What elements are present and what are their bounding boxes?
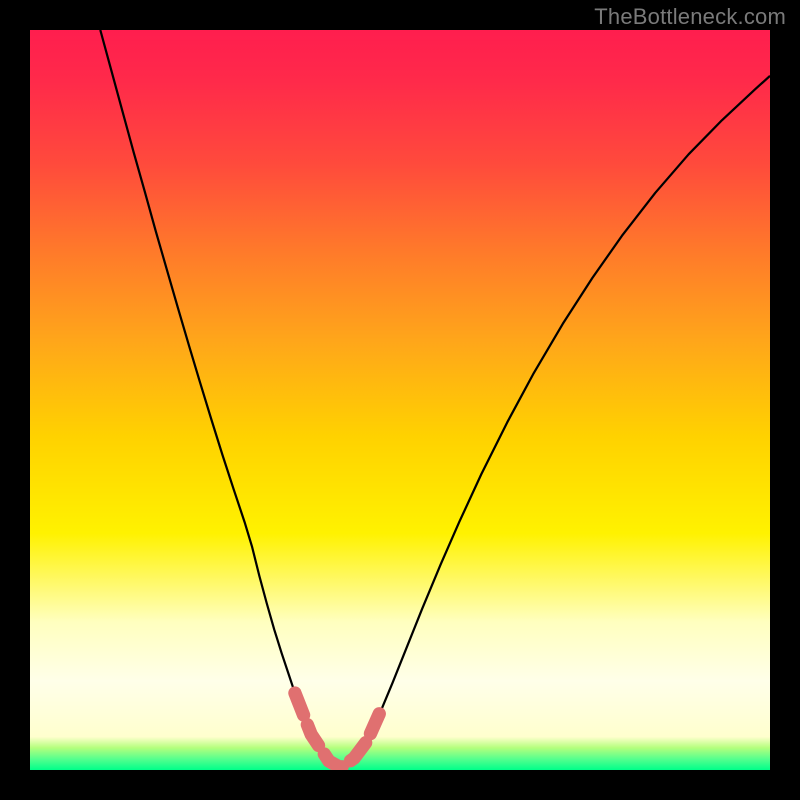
- curve-highlight-path: [295, 693, 379, 768]
- plot-area: [30, 30, 770, 770]
- curve-main-path: [100, 30, 770, 768]
- chart-frame: TheBottleneck.com: [0, 0, 800, 800]
- watermark-text: TheBottleneck.com: [594, 4, 786, 30]
- bottleneck-curve: [30, 30, 770, 770]
